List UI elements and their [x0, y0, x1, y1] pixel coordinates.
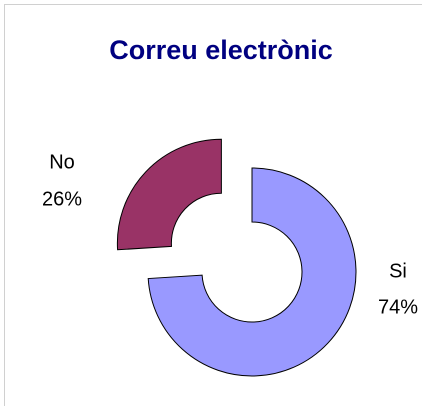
slice-value-label: 26%	[42, 188, 82, 210]
slice-category-label: No	[49, 151, 75, 173]
slice-value-label: 74%	[378, 296, 418, 318]
slice-category-label: Si	[389, 260, 407, 282]
pie-slice	[147, 167, 357, 377]
chart-title: Correu electrònic	[109, 35, 333, 65]
pie-slice	[116, 138, 222, 251]
